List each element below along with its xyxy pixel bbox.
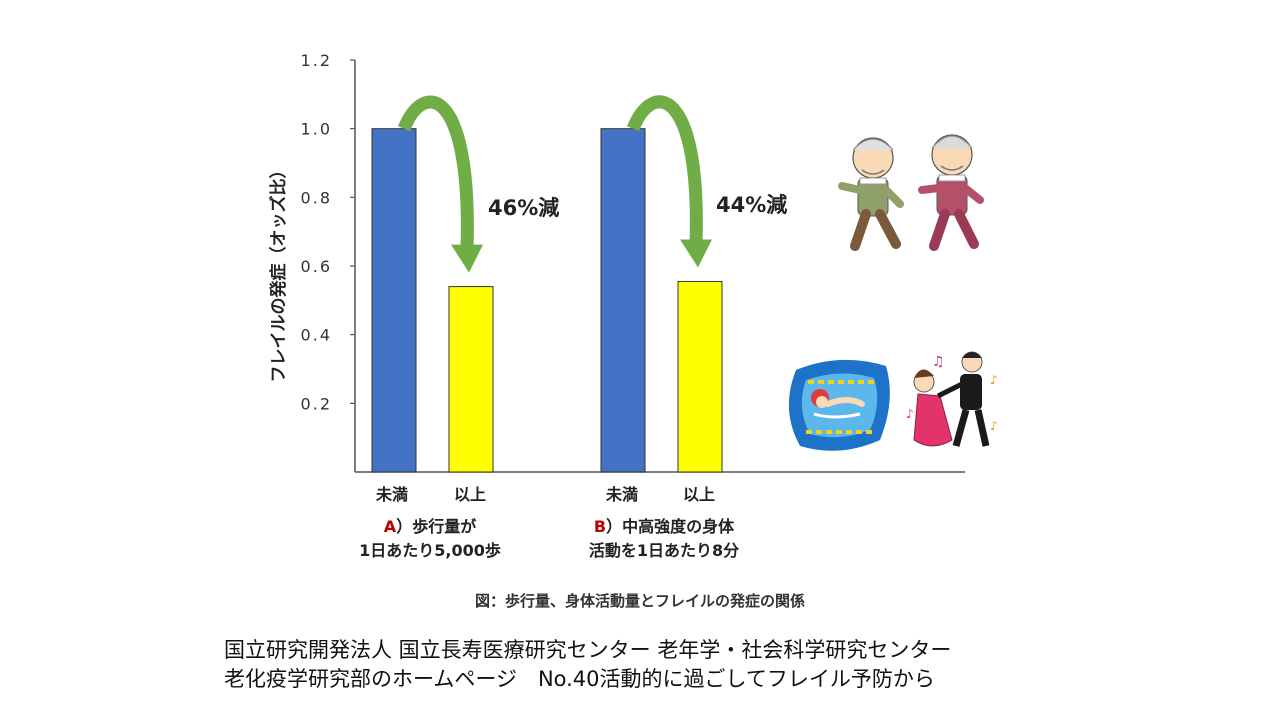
reduction-arrowhead-a: [451, 244, 483, 273]
annotation-b: 44%減: [716, 193, 787, 217]
svg-text:♪: ♪: [990, 419, 998, 433]
group-title-b-line2: 活動を1日あたり8分: [589, 541, 739, 560]
y-tick-label: 0.8: [301, 188, 332, 207]
y-axis-label: フレイルの発症（オッズ比）: [268, 162, 289, 383]
reduction-arrow-b: [626, 95, 703, 244]
y-tick-label: 0.2: [301, 394, 332, 413]
bar-b-above: [677, 280, 723, 473]
category-label-a-below: 未満: [375, 485, 408, 504]
figure-caption: 図：歩行量、身体活動量とフレイルの発症の関係: [474, 592, 805, 610]
swimmer-illustration: [788, 359, 890, 451]
group-title-a-line1: A）歩行量が: [384, 517, 476, 536]
group-marker-a: A: [384, 517, 397, 536]
bar-b-below: [600, 128, 646, 473]
category-label-a-above: 以上: [454, 485, 486, 504]
reduction-arrowhead-b: [680, 239, 712, 268]
elderly-woman-figure: [918, 134, 984, 251]
category-label-b-below: 未満: [605, 485, 638, 504]
group-title-b-line1: B）中高強度の身体: [594, 517, 735, 536]
source-line-2: 老化疫学研究部のホームページ No.40活動的に過ごしてフレイル予防から: [224, 667, 935, 691]
category-label-b-above: 以上: [683, 485, 715, 504]
svg-text:♪: ♪: [990, 373, 998, 387]
bar-a-below: [371, 128, 417, 473]
dancing-couple-illustration: ♫ ♪ ♪ ♪: [906, 351, 998, 447]
y-tick-label: 1.2: [301, 51, 332, 70]
walking-elderly-couple-illustration: [838, 134, 984, 251]
y-tick-label: 0.4: [301, 326, 332, 345]
elderly-man-figure: [838, 137, 904, 251]
annotation-a: 46%減: [488, 196, 559, 220]
group-title-a-line2: 1日あたり5,000歩: [359, 541, 501, 560]
svg-text:♫: ♫: [932, 354, 945, 370]
y-tick-label: 0.6: [301, 257, 332, 276]
source-attribution: 国立研究開発法人 国立長寿医療研究センター 老年学・社会科学研究センター 老化疫…: [224, 636, 951, 694]
source-line-1: 国立研究開発法人 国立長寿医療研究センター 老年学・社会科学研究センター: [224, 638, 952, 662]
group-marker-b: B: [594, 517, 606, 536]
y-tick-label: 1.0: [301, 120, 332, 139]
svg-text:♪: ♪: [906, 407, 914, 421]
bar-a-above: [448, 286, 494, 473]
reduction-arrow-a: [397, 95, 474, 249]
